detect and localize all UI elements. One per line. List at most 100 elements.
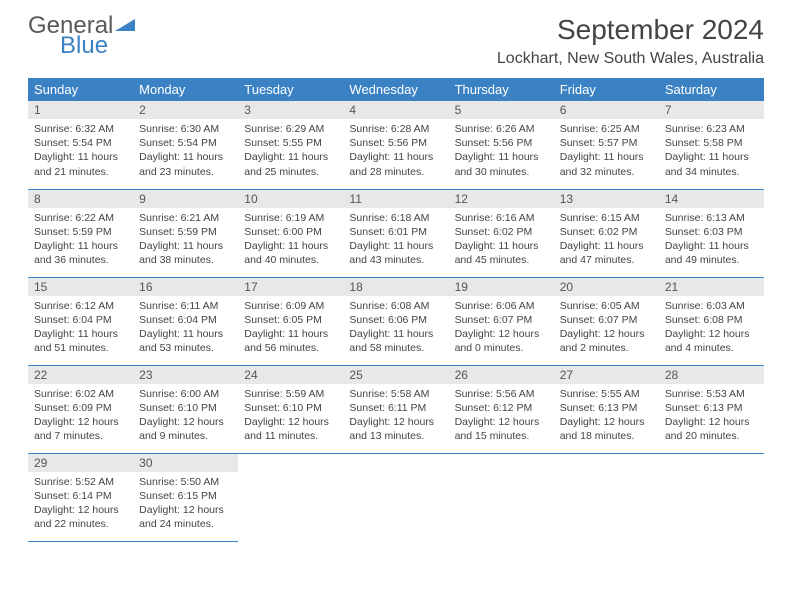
day-number: 7 bbox=[659, 101, 764, 119]
day-daylight2: and 56 minutes. bbox=[244, 341, 337, 355]
weekday-header: Monday bbox=[133, 78, 238, 101]
day-sunrise: Sunrise: 6:02 AM bbox=[34, 387, 127, 401]
day-sunset: Sunset: 5:58 PM bbox=[665, 136, 758, 150]
day-daylight1: Daylight: 11 hours bbox=[139, 239, 232, 253]
day-daylight1: Daylight: 12 hours bbox=[455, 327, 548, 341]
day-sunrise: Sunrise: 6:32 AM bbox=[34, 122, 127, 136]
calendar-day-cell: 16Sunrise: 6:11 AMSunset: 6:04 PMDayligh… bbox=[133, 277, 238, 365]
day-body: Sunrise: 5:53 AMSunset: 6:13 PMDaylight:… bbox=[659, 384, 764, 450]
day-number: 23 bbox=[133, 366, 238, 384]
day-body: Sunrise: 6:23 AMSunset: 5:58 PMDaylight:… bbox=[659, 119, 764, 185]
day-number: 4 bbox=[343, 101, 448, 119]
day-sunset: Sunset: 6:07 PM bbox=[560, 313, 653, 327]
day-daylight1: Daylight: 11 hours bbox=[244, 239, 337, 253]
day-number: 21 bbox=[659, 278, 764, 296]
day-number: 19 bbox=[449, 278, 554, 296]
day-daylight1: Daylight: 11 hours bbox=[349, 327, 442, 341]
day-sunset: Sunset: 6:03 PM bbox=[665, 225, 758, 239]
day-body: Sunrise: 6:03 AMSunset: 6:08 PMDaylight:… bbox=[659, 296, 764, 362]
day-daylight2: and 18 minutes. bbox=[560, 429, 653, 443]
day-sunset: Sunset: 6:13 PM bbox=[665, 401, 758, 415]
day-number: 15 bbox=[28, 278, 133, 296]
calendar-day-cell: 10Sunrise: 6:19 AMSunset: 6:00 PMDayligh… bbox=[238, 189, 343, 277]
day-number: 25 bbox=[343, 366, 448, 384]
calendar-day-cell: 25Sunrise: 5:58 AMSunset: 6:11 PMDayligh… bbox=[343, 365, 448, 453]
calendar-day-cell: 1Sunrise: 6:32 AMSunset: 5:54 PMDaylight… bbox=[28, 101, 133, 189]
day-daylight1: Daylight: 11 hours bbox=[349, 239, 442, 253]
day-sunrise: Sunrise: 6:22 AM bbox=[34, 211, 127, 225]
day-daylight1: Daylight: 12 hours bbox=[665, 415, 758, 429]
day-body: Sunrise: 5:55 AMSunset: 6:13 PMDaylight:… bbox=[554, 384, 659, 450]
day-daylight2: and 4 minutes. bbox=[665, 341, 758, 355]
day-daylight2: and 47 minutes. bbox=[560, 253, 653, 267]
calendar-day-cell: 13Sunrise: 6:15 AMSunset: 6:02 PMDayligh… bbox=[554, 189, 659, 277]
day-sunset: Sunset: 6:11 PM bbox=[349, 401, 442, 415]
day-daylight1: Daylight: 11 hours bbox=[665, 150, 758, 164]
calendar-header: SundayMondayTuesdayWednesdayThursdayFrid… bbox=[28, 78, 764, 101]
day-number: 2 bbox=[133, 101, 238, 119]
day-body: Sunrise: 6:11 AMSunset: 6:04 PMDaylight:… bbox=[133, 296, 238, 362]
day-body: Sunrise: 6:09 AMSunset: 6:05 PMDaylight:… bbox=[238, 296, 343, 362]
day-daylight2: and 49 minutes. bbox=[665, 253, 758, 267]
day-body: Sunrise: 5:58 AMSunset: 6:11 PMDaylight:… bbox=[343, 384, 448, 450]
day-sunrise: Sunrise: 6:11 AM bbox=[139, 299, 232, 313]
title-block: September 2024 Lockhart, New South Wales… bbox=[497, 14, 764, 78]
calendar-day-cell: 18Sunrise: 6:08 AMSunset: 6:06 PMDayligh… bbox=[343, 277, 448, 365]
day-sunset: Sunset: 5:59 PM bbox=[139, 225, 232, 239]
day-sunset: Sunset: 6:04 PM bbox=[34, 313, 127, 327]
day-body: Sunrise: 6:26 AMSunset: 5:56 PMDaylight:… bbox=[449, 119, 554, 185]
day-sunrise: Sunrise: 6:28 AM bbox=[349, 122, 442, 136]
weekday-header: Friday bbox=[554, 78, 659, 101]
day-number: 9 bbox=[133, 190, 238, 208]
day-body: Sunrise: 6:15 AMSunset: 6:02 PMDaylight:… bbox=[554, 208, 659, 274]
day-daylight2: and 30 minutes. bbox=[455, 165, 548, 179]
header-row: General Blue September 2024 Lockhart, Ne… bbox=[28, 14, 764, 78]
day-sunrise: Sunrise: 6:30 AM bbox=[139, 122, 232, 136]
day-number: 18 bbox=[343, 278, 448, 296]
calendar-day-cell: 12Sunrise: 6:16 AMSunset: 6:02 PMDayligh… bbox=[449, 189, 554, 277]
day-daylight2: and 9 minutes. bbox=[139, 429, 232, 443]
calendar-day-cell: 6Sunrise: 6:25 AMSunset: 5:57 PMDaylight… bbox=[554, 101, 659, 189]
day-body: Sunrise: 6:00 AMSunset: 6:10 PMDaylight:… bbox=[133, 384, 238, 450]
day-daylight1: Daylight: 11 hours bbox=[349, 150, 442, 164]
day-daylight2: and 25 minutes. bbox=[244, 165, 337, 179]
calendar-empty-cell bbox=[554, 453, 659, 541]
day-number: 3 bbox=[238, 101, 343, 119]
weekday-header: Tuesday bbox=[238, 78, 343, 101]
day-daylight1: Daylight: 11 hours bbox=[455, 150, 548, 164]
calendar-day-cell: 8Sunrise: 6:22 AMSunset: 5:59 PMDaylight… bbox=[28, 189, 133, 277]
page-subtitle: Lockhart, New South Wales, Australia bbox=[497, 50, 764, 68]
calendar-body: 1Sunrise: 6:32 AMSunset: 5:54 PMDaylight… bbox=[28, 101, 764, 541]
day-body: Sunrise: 6:13 AMSunset: 6:03 PMDaylight:… bbox=[659, 208, 764, 274]
day-body: Sunrise: 6:29 AMSunset: 5:55 PMDaylight:… bbox=[238, 119, 343, 185]
day-sunrise: Sunrise: 6:16 AM bbox=[455, 211, 548, 225]
day-daylight1: Daylight: 12 hours bbox=[139, 415, 232, 429]
day-number: 14 bbox=[659, 190, 764, 208]
day-daylight1: Daylight: 12 hours bbox=[560, 415, 653, 429]
day-sunrise: Sunrise: 6:00 AM bbox=[139, 387, 232, 401]
day-sunrise: Sunrise: 5:59 AM bbox=[244, 387, 337, 401]
calendar-week-row: 22Sunrise: 6:02 AMSunset: 6:09 PMDayligh… bbox=[28, 365, 764, 453]
day-number: 24 bbox=[238, 366, 343, 384]
day-body: Sunrise: 5:56 AMSunset: 6:12 PMDaylight:… bbox=[449, 384, 554, 450]
day-daylight2: and 34 minutes. bbox=[665, 165, 758, 179]
calendar-empty-cell bbox=[659, 453, 764, 541]
day-sunrise: Sunrise: 6:08 AM bbox=[349, 299, 442, 313]
calendar-day-cell: 5Sunrise: 6:26 AMSunset: 5:56 PMDaylight… bbox=[449, 101, 554, 189]
calendar-day-cell: 26Sunrise: 5:56 AMSunset: 6:12 PMDayligh… bbox=[449, 365, 554, 453]
day-daylight2: and 7 minutes. bbox=[34, 429, 127, 443]
day-daylight1: Daylight: 12 hours bbox=[244, 415, 337, 429]
day-sunrise: Sunrise: 6:06 AM bbox=[455, 299, 548, 313]
calendar-week-row: 1Sunrise: 6:32 AMSunset: 5:54 PMDaylight… bbox=[28, 101, 764, 189]
day-body: Sunrise: 6:02 AMSunset: 6:09 PMDaylight:… bbox=[28, 384, 133, 450]
logo-triangle-icon bbox=[115, 14, 137, 38]
day-sunrise: Sunrise: 6:26 AM bbox=[455, 122, 548, 136]
day-sunset: Sunset: 5:59 PM bbox=[34, 225, 127, 239]
day-number: 8 bbox=[28, 190, 133, 208]
day-sunrise: Sunrise: 5:58 AM bbox=[349, 387, 442, 401]
day-sunset: Sunset: 6:07 PM bbox=[455, 313, 548, 327]
day-sunset: Sunset: 6:08 PM bbox=[665, 313, 758, 327]
day-number: 16 bbox=[133, 278, 238, 296]
day-sunset: Sunset: 6:12 PM bbox=[455, 401, 548, 415]
day-sunset: Sunset: 6:10 PM bbox=[139, 401, 232, 415]
